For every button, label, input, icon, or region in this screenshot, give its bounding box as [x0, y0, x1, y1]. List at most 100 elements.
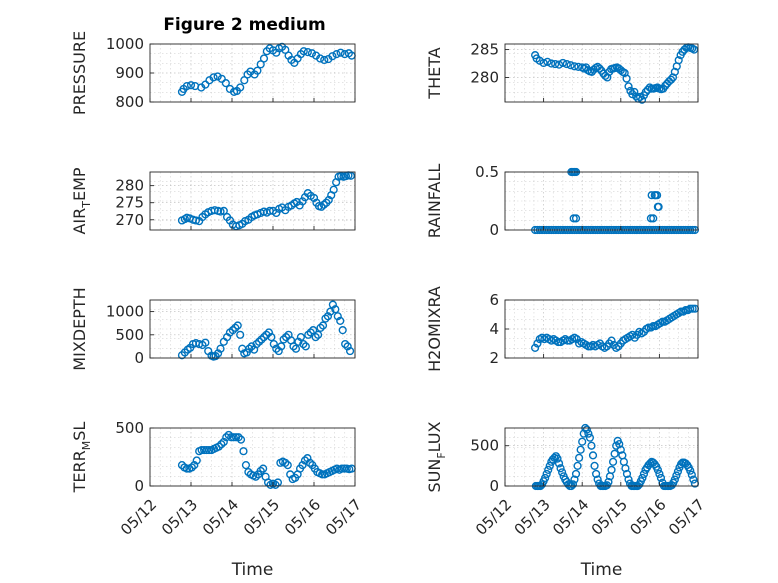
data-point [291, 344, 301, 353]
data-point [262, 330, 271, 339]
data-point [252, 339, 261, 349]
data-point [568, 480, 578, 489]
data-point [299, 47, 308, 56]
data-point [533, 339, 542, 348]
data-point [236, 83, 245, 92]
data-point [553, 454, 562, 463]
data-point [232, 433, 241, 442]
data-point [578, 437, 587, 446]
data-point [333, 312, 342, 321]
data-point [182, 464, 192, 473]
data-point [217, 440, 226, 449]
y-axis-label-main: THETA [425, 47, 444, 99]
data-point [187, 463, 196, 472]
data-point [305, 458, 315, 467]
x-tick-label: 05/16 [281, 496, 324, 539]
data-point [321, 314, 330, 323]
data-point [221, 79, 230, 88]
y-axis-label-main: PRESSURE [70, 31, 89, 115]
y-tick-label: 1000 [106, 303, 144, 321]
data-point [632, 92, 641, 101]
data-point [591, 469, 601, 479]
data-point [624, 82, 633, 91]
y-axis-label-main: H2OMIXRA [425, 286, 444, 372]
data-point [254, 337, 264, 346]
y-tick-label: 0.5 [475, 163, 499, 181]
data-point [630, 87, 639, 97]
data-point [563, 336, 572, 345]
data-point [674, 56, 683, 65]
data-point [264, 328, 274, 337]
data-point [558, 468, 567, 477]
data-point [655, 469, 664, 479]
data-point [672, 471, 681, 480]
data-point [228, 326, 237, 335]
data-point [323, 312, 333, 321]
data-point [294, 337, 303, 346]
data-point [216, 344, 225, 353]
y-tick-label: 500 [115, 326, 144, 344]
data-point [593, 475, 602, 484]
data-point [622, 74, 631, 83]
data-point [253, 66, 262, 75]
data-point [318, 470, 327, 479]
data-point [544, 465, 553, 474]
data-point [638, 473, 647, 483]
data-point [271, 480, 280, 489]
data-point [182, 81, 192, 91]
data-point [590, 461, 599, 470]
data-point [304, 330, 313, 339]
data-point [571, 214, 581, 223]
data-point [573, 461, 582, 470]
y-tick-label: 6 [489, 291, 499, 309]
data-point [241, 461, 251, 470]
data-point [646, 214, 656, 223]
data-point [317, 202, 326, 211]
data-point [332, 50, 341, 59]
data-point [301, 342, 310, 351]
data-point [343, 342, 352, 351]
data-point [234, 433, 243, 442]
data-point [309, 326, 318, 335]
data-point [289, 342, 298, 351]
x-tick-label: 05/14 [549, 496, 592, 539]
data-point [666, 75, 676, 84]
data-point [649, 214, 658, 223]
y-axis-label: THETA [425, 47, 444, 99]
data-point [575, 453, 584, 462]
data-point [186, 81, 196, 90]
x-tick-label: 05/12 [117, 496, 160, 539]
data-point [608, 457, 618, 466]
data-point [622, 469, 632, 479]
axes-box [149, 171, 356, 231]
y-axis-label-tail: EMP [70, 167, 89, 201]
data-point [604, 477, 613, 487]
y-tick-label: 280 [470, 68, 499, 86]
data-point [316, 323, 325, 332]
data-point [653, 465, 662, 474]
data-point [673, 467, 683, 476]
x-tick-label: 05/13 [158, 496, 201, 539]
data-point [616, 445, 625, 454]
data-point [542, 469, 551, 479]
data-point [269, 339, 278, 349]
data-point [615, 440, 624, 449]
data-point [686, 466, 695, 475]
data-point [595, 64, 604, 73]
data-point [690, 45, 699, 54]
data-point [621, 464, 630, 473]
data-point [547, 59, 556, 68]
y-tick-label: 275 [115, 194, 144, 212]
data-point [299, 339, 308, 349]
data-point [558, 58, 568, 68]
data-point [329, 185, 338, 194]
data-point [562, 59, 571, 69]
data-point [224, 430, 233, 440]
x-tick-label: 05/13 [511, 496, 554, 539]
data-point [654, 202, 663, 211]
y-tick-label: 280 [115, 177, 144, 195]
data-point [272, 344, 281, 353]
